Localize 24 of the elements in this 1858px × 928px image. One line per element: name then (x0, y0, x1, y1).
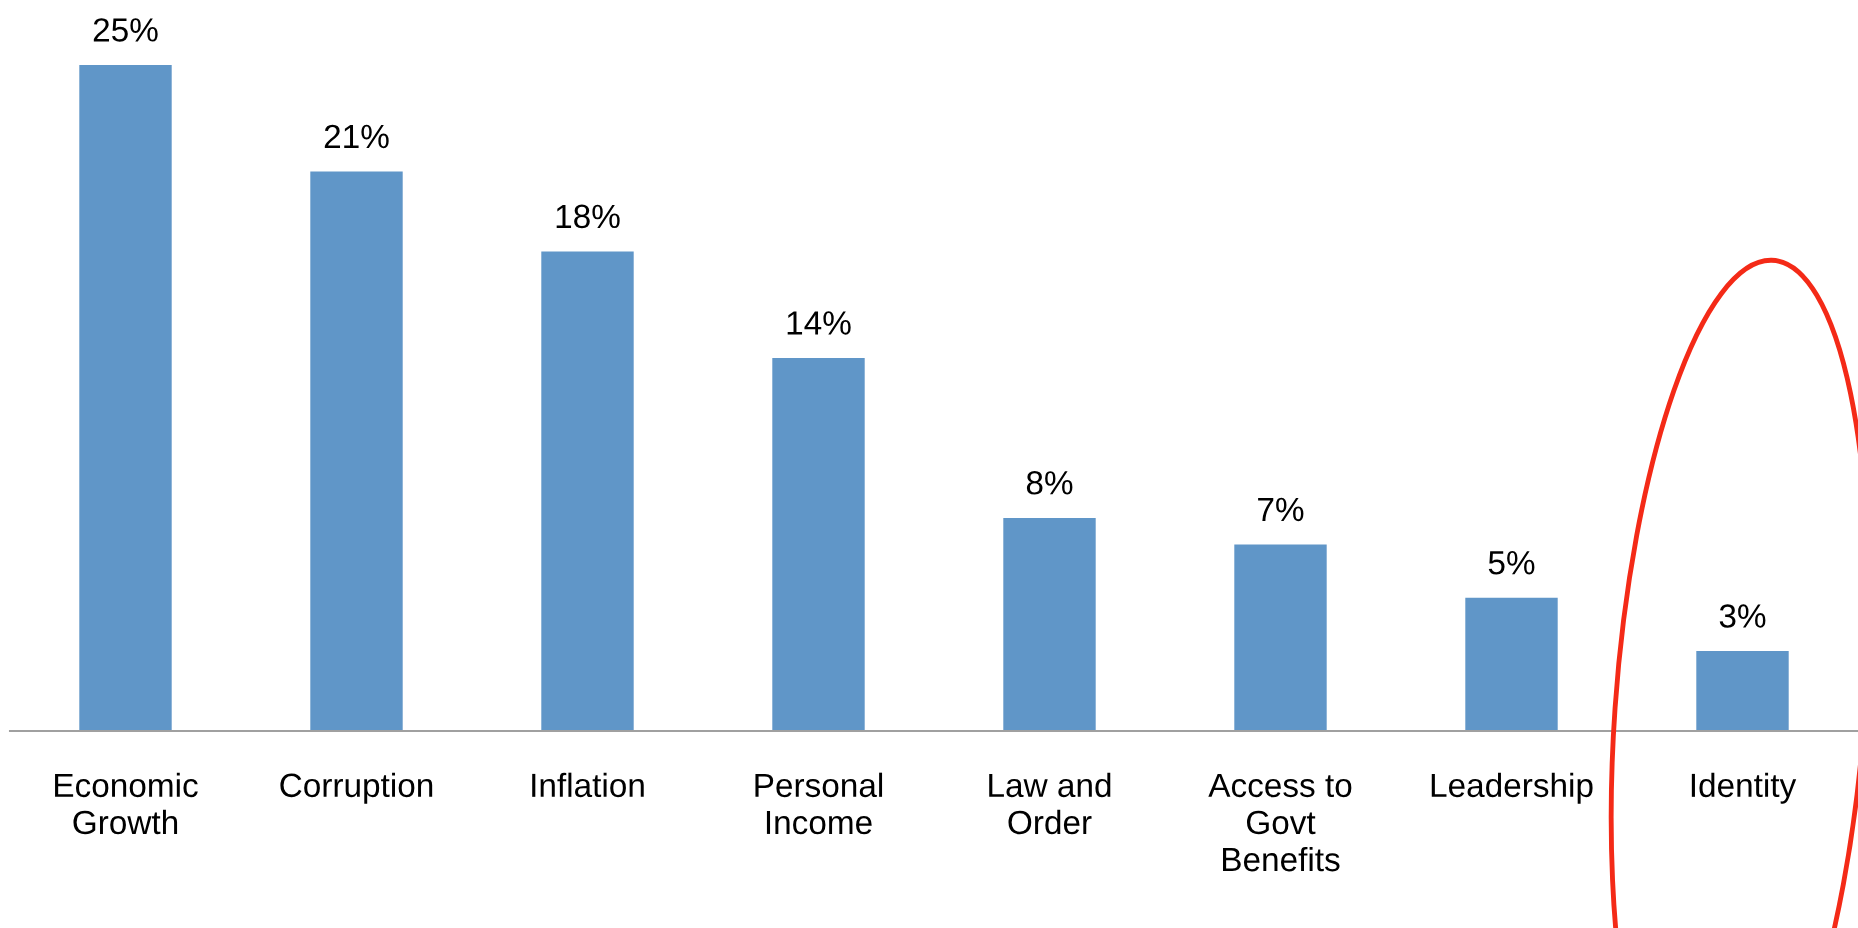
x-tick-label: Personal Income (755, 772, 883, 835)
x-tick-label: Inflation (532, 772, 644, 798)
bar (1234, 544, 1327, 731)
x-tick-label: Law and Order (989, 772, 1111, 835)
bar (772, 358, 865, 731)
data-label: 14% (787, 311, 851, 335)
data-label: 21% (324, 124, 389, 149)
data-label: 18% (556, 204, 620, 229)
bar (541, 251, 634, 731)
data-label: 8% (1026, 471, 1073, 495)
bar (79, 65, 172, 731)
data-label: 25% (93, 18, 158, 42)
bar (1003, 517, 1096, 731)
x-tick-label: Economic Growth (55, 772, 198, 835)
data-label: 7% (1258, 497, 1304, 522)
bar (310, 171, 403, 731)
x-tick-label: Access to Govt Benefits (1208, 773, 1352, 872)
data-label: 3% (1719, 604, 1766, 628)
x-tick-label: Identity (1691, 772, 1797, 804)
bar (1696, 651, 1789, 731)
x-tick-label: Corruption (280, 772, 433, 804)
bar (1465, 597, 1558, 731)
x-tick-label: Leadership (1431, 772, 1593, 804)
data-label: 5% (1488, 551, 1535, 575)
